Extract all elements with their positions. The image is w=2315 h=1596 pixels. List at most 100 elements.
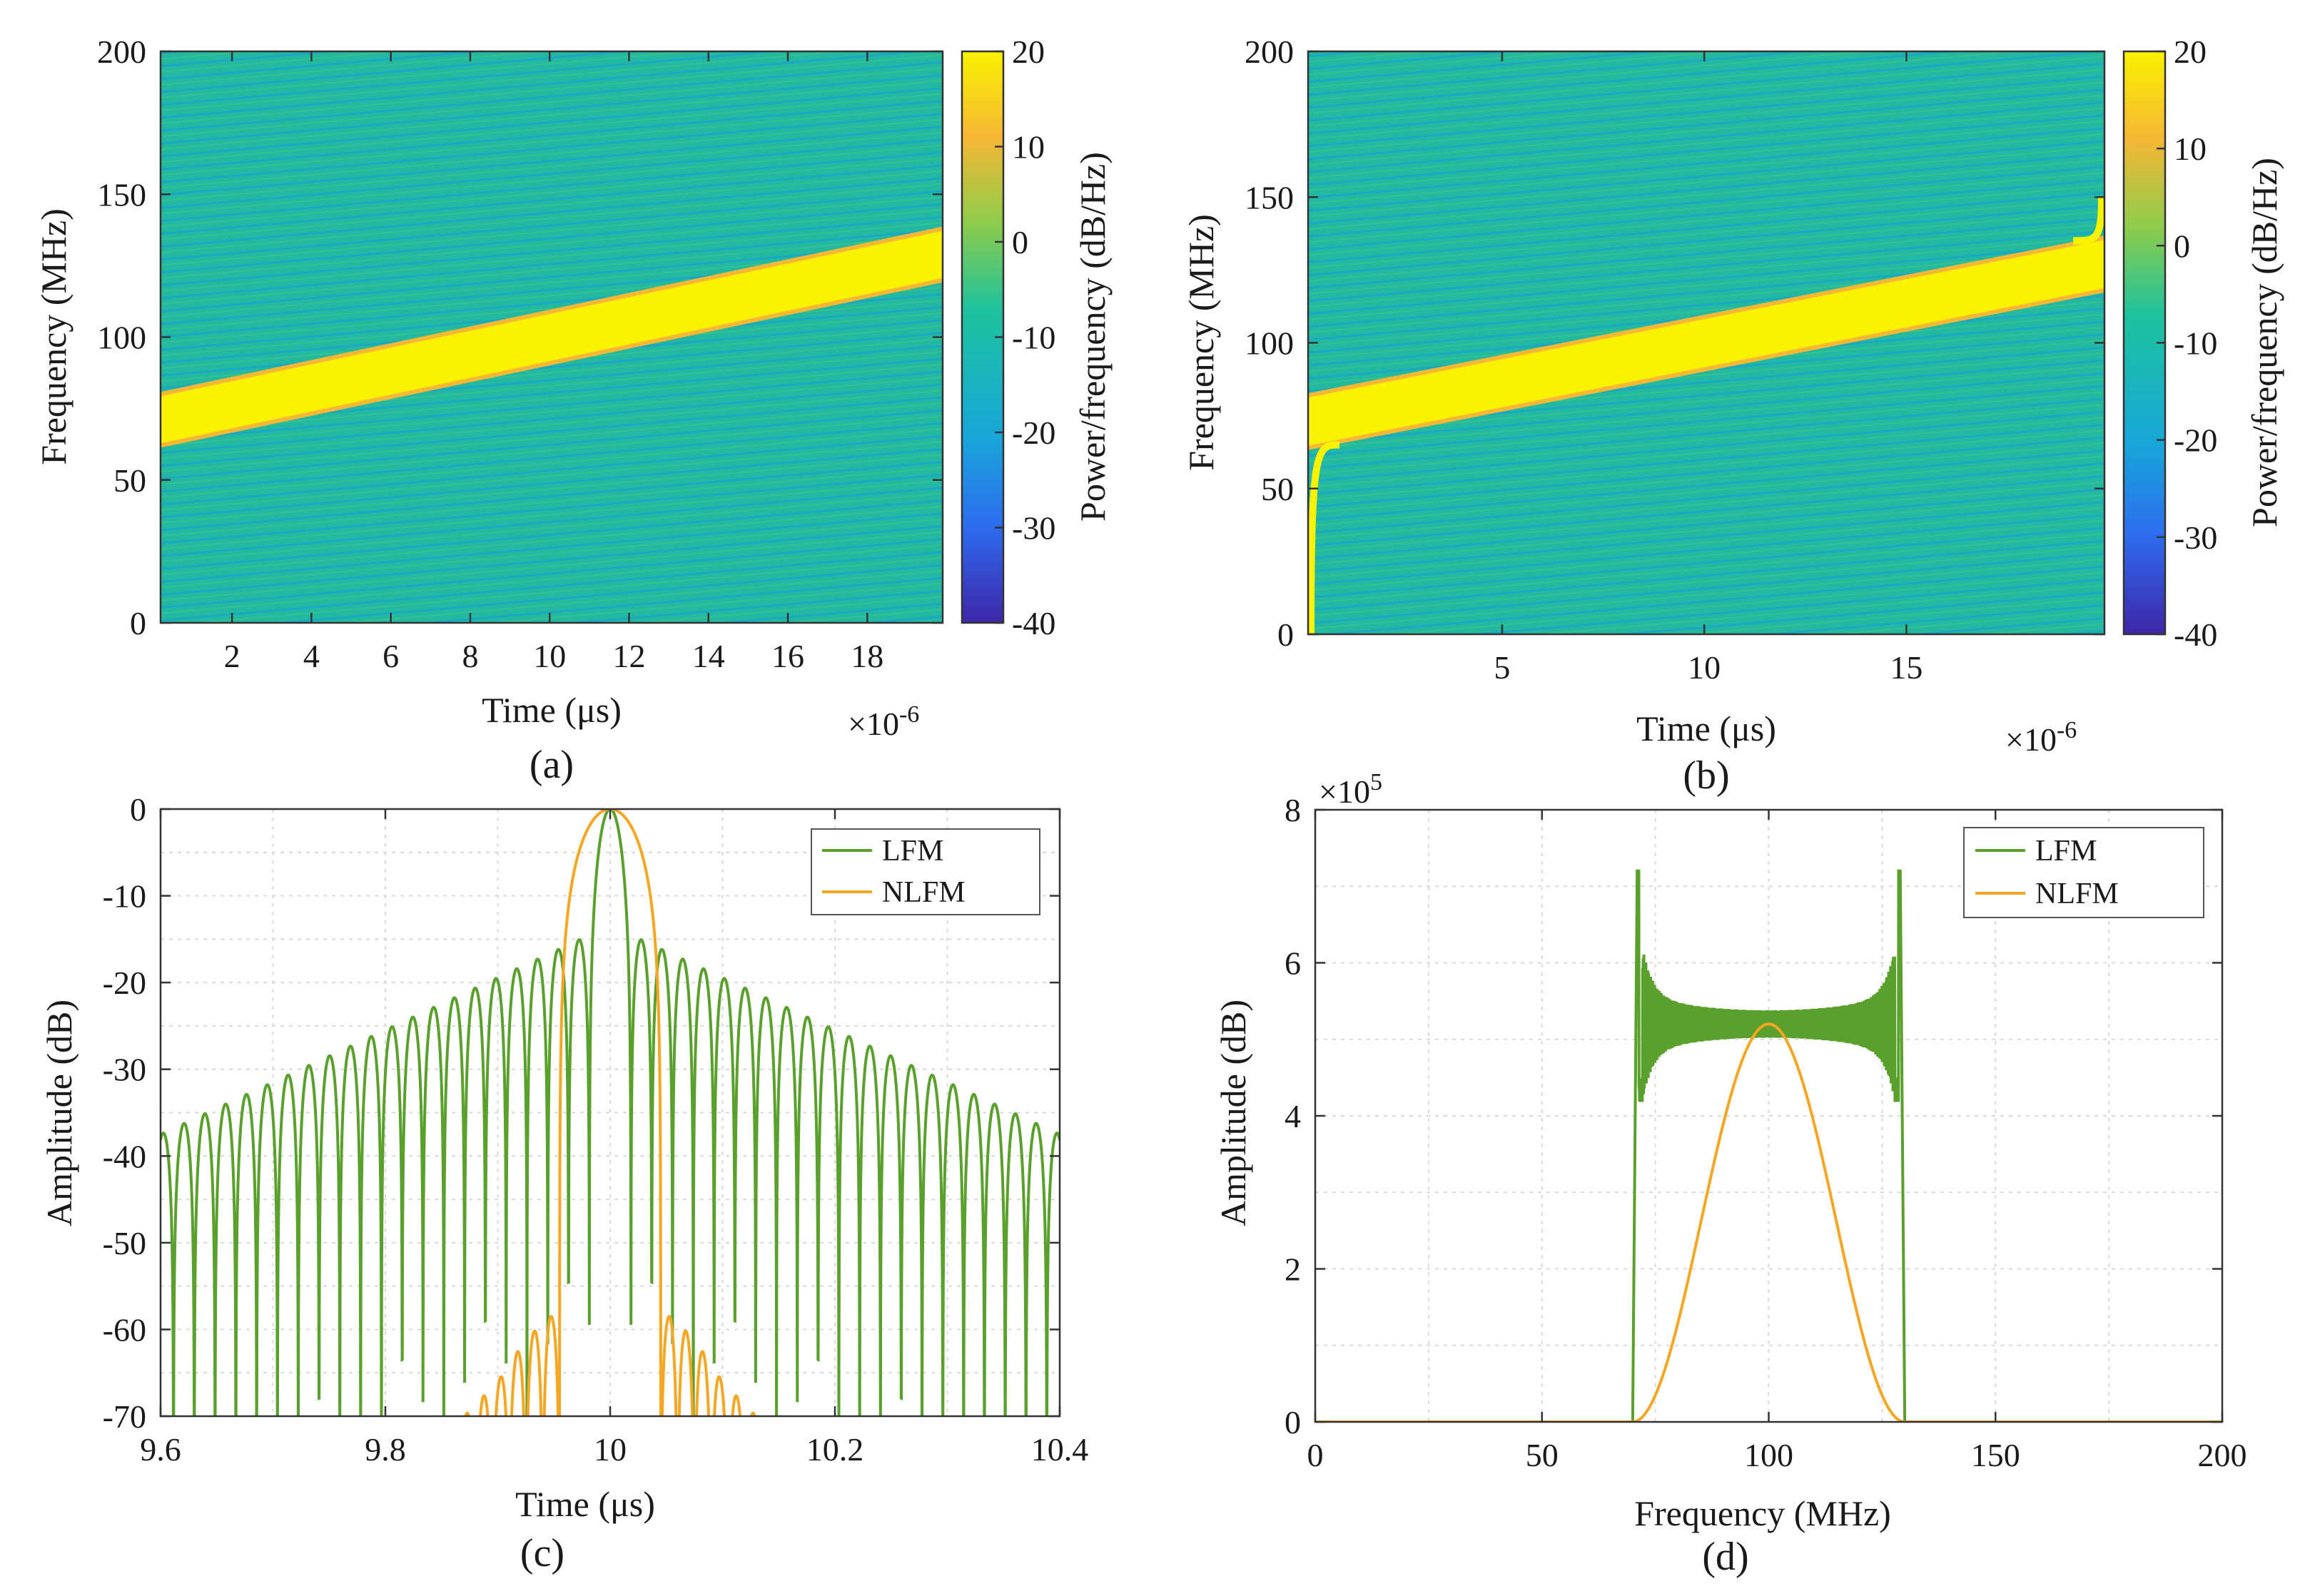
b-colorbar-tick-label: -20: [2174, 422, 2217, 459]
panel-a-label: (a): [530, 743, 574, 787]
b-colorbar-tick-label: -10: [2174, 325, 2217, 362]
a-x-tick-label: 14: [692, 638, 725, 674]
panel-b-edge-spike-low: [1308, 441, 1340, 634]
a-x-tick-label: 18: [851, 638, 883, 674]
b-colorbar-tick-label: 10: [2174, 131, 2207, 167]
a-colorbar-tick-label: -40: [1012, 605, 1055, 641]
d-x-tick-label: 0: [1307, 1437, 1324, 1473]
panel-b-chirp-band-edge: [1308, 235, 2104, 450]
panel-a-x-axis-label: Time (μs): [482, 690, 622, 730]
a-colorbar-tick-label: -10: [1012, 320, 1055, 356]
d-y-tick-label: 8: [1285, 792, 1301, 828]
panel-d-legend-box: [1963, 827, 2204, 918]
b-x-tick-label: 10: [1688, 649, 1721, 686]
a-colorbar-tick-label: 20: [1012, 34, 1045, 70]
c-y-tick-label: -50: [103, 1225, 146, 1261]
a-x-tick-label: 16: [771, 638, 804, 674]
b-x-tick-label: 5: [1494, 649, 1510, 686]
a-y-tick-label: 150: [97, 176, 146, 213]
panel-b-colorbar-ticks: 20 10 0 -10 -20 -30 -40: [2157, 34, 2217, 653]
c-x-tick-label: 9.6: [140, 1431, 181, 1468]
panel-a-x-ticks: 2 4 6 8 10 12 14 16 18: [224, 51, 883, 674]
b-y-tick-label: 100: [1245, 325, 1294, 362]
panel-b-x-axis-label: Time (μs): [1636, 708, 1776, 748]
panel-d-series-nlfm: [1315, 1022, 2222, 1422]
c-y-tick-label: -70: [103, 1398, 146, 1435]
d-y-tick-label: 0: [1285, 1404, 1301, 1440]
panel-b-y-ticks: 0 50 100 150 200: [1245, 34, 2104, 653]
panel-d-series-lfm: [1315, 869, 2222, 1422]
panel-c-y-ticks: 0 -10 -20 -30 -40 -50 -60 -70: [103, 791, 1060, 1435]
panel-c-x-ticks: 9.6 9.8 10 10.2 10.4: [140, 809, 1088, 1468]
panel-c-x-axis-label: Time (μs): [515, 1484, 655, 1524]
c-x-tick-label: 10.2: [806, 1431, 864, 1468]
panel-d-y-ticks: 0 2 4 6 8: [1285, 792, 2222, 1440]
a-colorbar-tick-label: 0: [1012, 224, 1028, 260]
c-x-tick-label: 10: [594, 1431, 627, 1468]
c-y-tick-label: -10: [103, 878, 146, 915]
panel-b-edge-spike-high: [2072, 197, 2104, 245]
c-y-tick-label: -40: [103, 1138, 146, 1174]
b-y-tick-label: 200: [1245, 34, 1294, 70]
a-colorbar-tick-label: 10: [1012, 129, 1045, 166]
panel-b-label: (b): [1683, 753, 1729, 798]
a-y-tick-label: 0: [130, 605, 146, 641]
d-y-tick-label: 2: [1285, 1251, 1301, 1288]
c-y-tick-label: -20: [103, 965, 146, 1001]
b-colorbar-tick-label: -40: [2174, 616, 2217, 653]
panel-b-colorbar-label: Power/frequency (dB/Hz): [2244, 158, 2284, 527]
a-y-tick-label: 50: [113, 462, 146, 499]
panel-a-y-axis-label: Frequency (MHz): [34, 208, 74, 465]
panel-d-x-axis-label: Frequency (MHz): [1634, 1493, 1891, 1533]
d-x-tick-label: 150: [1971, 1437, 2020, 1473]
b-x-tick-label: 15: [1890, 649, 1923, 686]
panel-d-legend-label-lfm: LFM: [2035, 835, 2097, 868]
panel-b-x-ticks: 5 10 15: [1494, 51, 1923, 686]
d-x-tick-label: 200: [2198, 1437, 2247, 1473]
a-colorbar-tick-label: -20: [1012, 415, 1055, 451]
panel-d-legend: LFM NLFM: [1963, 827, 2204, 918]
c-x-tick-label: 9.8: [365, 1431, 406, 1468]
c-x-tick-label: 10.4: [1031, 1431, 1089, 1468]
panel-c-y-axis-label: Amplitude (dB): [39, 1000, 79, 1226]
a-y-tick-label: 200: [97, 34, 146, 70]
panel-d-y-axis-label: Amplitude (dB): [1213, 1000, 1253, 1226]
panel-d-label: (d): [1702, 1535, 1748, 1579]
c-y-tick-label: -60: [103, 1311, 146, 1348]
a-colorbar-tick-label: -30: [1012, 510, 1055, 547]
c-y-tick-label: -30: [103, 1052, 146, 1088]
panel-a-colorbar-ticks: 20 10 0 -10 -20 -30 -40: [995, 34, 1055, 641]
a-x-tick-label: 6: [383, 638, 399, 674]
b-y-tick-label: 50: [1261, 471, 1294, 507]
panel-c-legend: LFM NLFM: [811, 828, 1040, 915]
d-x-tick-label: 100: [1744, 1437, 1793, 1473]
d-y-tick-label: 6: [1285, 945, 1301, 982]
a-x-tick-label: 4: [303, 638, 320, 674]
a-x-tick-label: 10: [533, 638, 566, 674]
panel-d-legend-label-nlfm: NLFM: [2035, 878, 2119, 910]
a-x-tick-label: 12: [612, 638, 645, 674]
panel-a-x-exponent: ×10-6: [848, 701, 919, 742]
panel-d-x-ticks: 0 50 100 150 200: [1307, 810, 2247, 1473]
b-y-tick-label: 0: [1277, 616, 1294, 653]
a-x-tick-label: 8: [462, 638, 478, 674]
panel-b-y-axis-label: Frequency (MHz): [1181, 214, 1221, 471]
panel-a-y-ticks: 0 50 100 150 200: [97, 34, 943, 641]
panel-c-legend-label-lfm: LFM: [882, 835, 943, 868]
b-colorbar-tick-label: 20: [2174, 34, 2207, 70]
panel-c-legend-box: [811, 828, 1040, 915]
panel-c: 9.6 9.8 10 10.2 10.4 0-10-20-30-40-50-60-70 …: [39, 791, 1088, 1575]
panel-a-chirp-band: [161, 228, 943, 446]
panel-a-chirp-band-edge: [161, 226, 943, 448]
b-colorbar-tick-label: 0: [2174, 228, 2190, 264]
panel-c-legend-label-nlfm: NLFM: [882, 876, 966, 909]
panel-d-y-exponent: ×105: [1319, 769, 1382, 810]
a-x-tick-label: 2: [224, 638, 240, 674]
panel-c-series-lfm: [161, 809, 1060, 1416]
b-y-tick-label: 150: [1245, 179, 1294, 215]
d-y-tick-label: 4: [1285, 1098, 1301, 1134]
